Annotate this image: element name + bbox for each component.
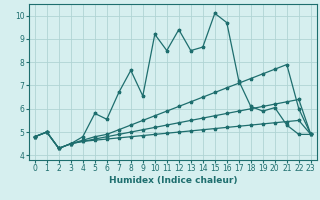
X-axis label: Humidex (Indice chaleur): Humidex (Indice chaleur) [108, 176, 237, 185]
